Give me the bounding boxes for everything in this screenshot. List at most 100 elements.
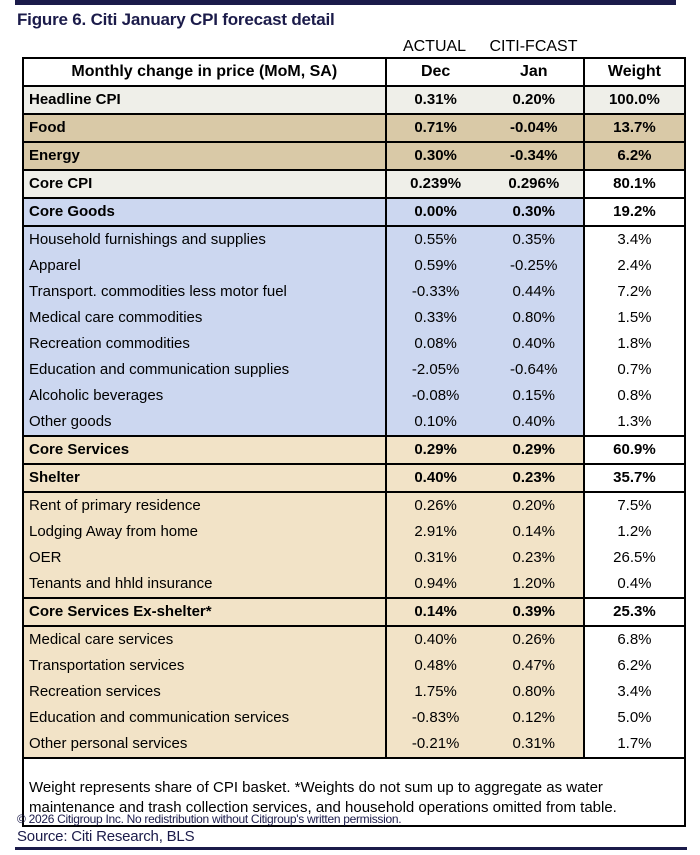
column-header-jan: Jan	[484, 59, 585, 87]
bottom-rule	[15, 847, 687, 850]
column-header-label: Monthly change in price (MoM, SA)	[24, 59, 387, 87]
dec-value-cell: 0.10%	[385, 409, 485, 436]
row-label-cell: Recreation commodities	[24, 331, 387, 357]
weight-value-cell: 5.0%	[583, 705, 684, 731]
row-label-cell: Headline CPI	[24, 85, 387, 115]
dec-value-cell: 1.75%	[385, 679, 485, 705]
jan-value-cell: 0.80%	[484, 305, 585, 331]
dec-value-cell: 0.94%	[385, 571, 485, 598]
table-header-row: Monthly change in price (MoM, SA) Dec Ja…	[24, 59, 684, 87]
row-label-cell: Core Services	[24, 435, 387, 465]
weight-value-cell: 1.7%	[583, 731, 684, 758]
row-label-cell: Alcoholic beverages	[24, 383, 387, 409]
table-row: Alcoholic beverages -0.08% 0.15% 0.8%	[24, 383, 684, 409]
table-row: Rent of primary residence 0.26% 0.20% 7.…	[24, 492, 684, 519]
jan-value-cell: 0.14%	[484, 519, 585, 545]
row-label-cell: Education and communication services	[24, 705, 387, 731]
row-label-cell: Core Goods	[24, 197, 387, 227]
table-row: Lodging Away from home 2.91% 0.14% 1.2%	[24, 519, 684, 545]
jan-value-cell: 0.40%	[484, 409, 585, 436]
row-label-cell: Other goods	[24, 409, 387, 436]
table-row: Transportation services 0.48% 0.47% 6.2%	[24, 653, 684, 679]
jan-value-cell: 0.31%	[484, 731, 585, 758]
jan-value-cell: 0.20%	[484, 492, 585, 519]
table-footnote: Weight represents share of CPI basket. *…	[29, 779, 617, 817]
table-row: Food 0.71% -0.04% 13.7%	[24, 113, 684, 143]
column-header-weight: Weight	[583, 59, 684, 87]
table-row: Recreation services 1.75% 0.80% 3.4%	[24, 679, 684, 705]
dec-value-cell: 0.55%	[385, 226, 485, 253]
dec-value-cell: 0.31%	[385, 85, 485, 115]
table-row: Household furnishings and supplies 0.55%…	[24, 226, 684, 253]
figure-title: Figure 6. Citi January CPI forecast deta…	[17, 10, 335, 29]
weight-value-cell: 1.8%	[583, 331, 684, 357]
row-label-cell: OER	[24, 545, 387, 571]
jan-value-cell: 0.29%	[484, 435, 585, 465]
weight-value-cell: 1.2%	[583, 519, 684, 545]
row-label-cell: Energy	[24, 141, 387, 171]
dec-value-cell: 0.40%	[385, 626, 485, 653]
weight-value-cell: 80.1%	[583, 169, 684, 199]
jan-value-cell: -0.34%	[484, 141, 585, 171]
dec-value-cell: 0.239%	[385, 169, 485, 199]
dec-value-cell: 0.71%	[385, 113, 485, 143]
dec-value-cell: 0.40%	[385, 463, 485, 493]
dec-value-cell: 0.29%	[385, 435, 485, 465]
table-row: Medical care commodities 0.33% 0.80% 1.5…	[24, 305, 684, 331]
weight-value-cell: 0.7%	[583, 357, 684, 383]
row-label-cell: Other personal services	[24, 731, 387, 758]
jan-value-cell: 0.80%	[484, 679, 585, 705]
table-row: Headline CPI 0.31% 0.20% 100.0%	[24, 85, 684, 115]
jan-value-cell: -0.04%	[484, 113, 585, 143]
weight-value-cell: 6.2%	[583, 653, 684, 679]
dec-value-cell: 0.48%	[385, 653, 485, 679]
row-label-cell: Lodging Away from home	[24, 519, 387, 545]
weight-value-cell: 3.4%	[583, 679, 684, 705]
weight-value-cell: 1.3%	[583, 409, 684, 436]
dec-value-cell: 0.14%	[385, 597, 485, 627]
row-label-cell: Apparel	[24, 253, 387, 279]
row-label-cell: Medical care services	[24, 626, 387, 653]
table-row: Shelter 0.40% 0.23% 35.7%	[24, 463, 684, 493]
weight-value-cell: 0.4%	[583, 571, 684, 598]
weight-value-cell: 0.8%	[583, 383, 684, 409]
table-row: Energy 0.30% -0.34% 6.2%	[24, 141, 684, 171]
dec-value-cell: 0.26%	[385, 492, 485, 519]
weight-value-cell: 60.9%	[583, 435, 684, 465]
dec-value-cell: -0.21%	[385, 731, 485, 758]
jan-value-cell: 0.20%	[484, 85, 585, 115]
jan-value-cell: 0.30%	[484, 197, 585, 227]
dec-value-cell: 2.91%	[385, 519, 485, 545]
dec-value-cell: 0.30%	[385, 141, 485, 171]
dec-value-cell: 0.31%	[385, 545, 485, 571]
source-text: Source: Citi Research, BLS	[17, 828, 195, 845]
dec-value-cell: -0.83%	[385, 705, 485, 731]
weight-value-cell: 100.0%	[583, 85, 684, 115]
weight-value-cell: 6.8%	[583, 626, 684, 653]
weight-value-cell: 1.5%	[583, 305, 684, 331]
weight-value-cell: 7.5%	[583, 492, 684, 519]
row-label-cell: Tenants and hhld insurance	[24, 571, 387, 598]
jan-value-cell: 1.20%	[484, 571, 585, 598]
row-label-cell: Medical care commodities	[24, 305, 387, 331]
dec-value-cell: 0.08%	[385, 331, 485, 357]
top-rule	[15, 0, 676, 5]
table-row: Core CPI 0.239% 0.296% 80.1%	[24, 169, 684, 199]
jan-value-cell: 0.39%	[484, 597, 585, 627]
row-label-cell: Shelter	[24, 463, 387, 493]
copyright-text: © 2026 Citigroup Inc. No redistribution …	[17, 812, 402, 826]
row-label-cell: Education and communication supplies	[24, 357, 387, 383]
dec-value-cell: 0.00%	[385, 197, 485, 227]
table-row: OER 0.31% 0.23% 26.5%	[24, 545, 684, 571]
table-row: Core Services 0.29% 0.29% 60.9%	[24, 435, 684, 465]
column-group-label-actual: ACTUAL	[402, 38, 467, 55]
dec-value-cell: -2.05%	[385, 357, 485, 383]
jan-value-cell: 0.44%	[484, 279, 585, 305]
jan-value-cell: 0.23%	[484, 545, 585, 571]
row-label-cell: Transport. commodities less motor fuel	[24, 279, 387, 305]
row-label-cell: Food	[24, 113, 387, 143]
weight-value-cell: 13.7%	[583, 113, 684, 143]
jan-value-cell: 0.23%	[484, 463, 585, 493]
row-label-cell: Transportation services	[24, 653, 387, 679]
weight-value-cell: 6.2%	[583, 141, 684, 171]
